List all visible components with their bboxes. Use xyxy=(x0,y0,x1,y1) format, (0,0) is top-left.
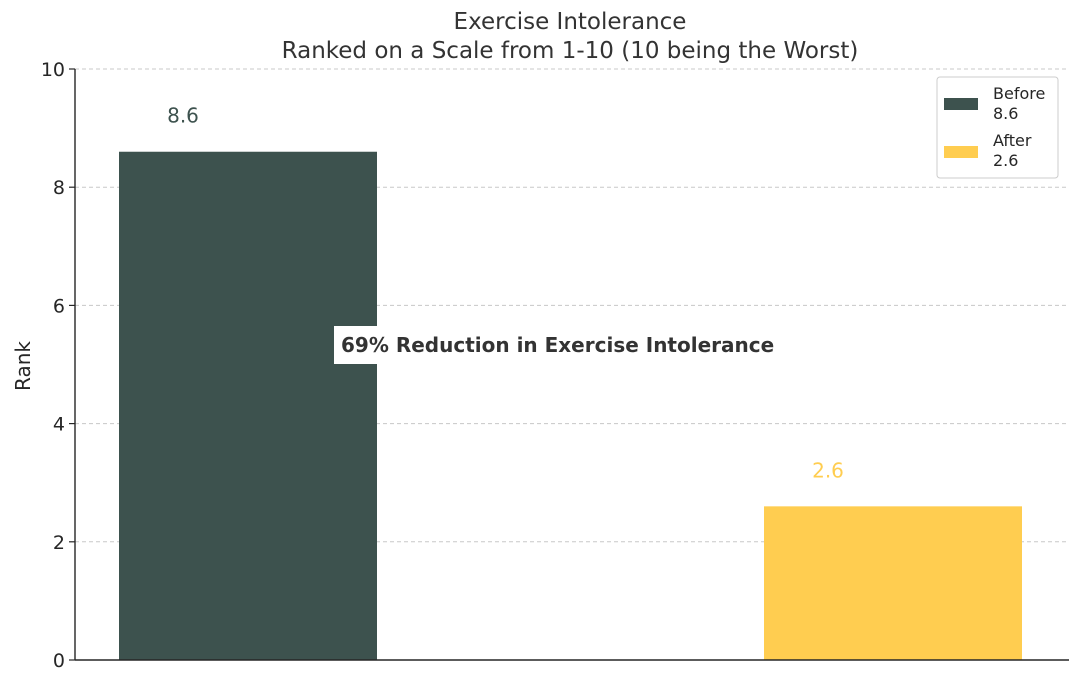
bars xyxy=(119,151,1022,661)
y-tick-label: 8 xyxy=(53,177,65,199)
chart-title: Exercise Intolerance xyxy=(454,9,687,35)
y-tick-label: 10 xyxy=(41,59,65,81)
y-tick-label: 6 xyxy=(53,295,65,317)
y-tick-label: 4 xyxy=(53,414,65,436)
legend-label-after: After xyxy=(993,131,1032,150)
y-tick-label: 2 xyxy=(53,532,65,554)
legend-swatch-after xyxy=(944,146,978,158)
data-labels: 8.6 2.6 xyxy=(167,104,844,483)
chart-subtitle: Ranked on a Scale from 1-10 (10 being th… xyxy=(282,38,859,64)
legend-swatch-before xyxy=(944,98,978,110)
data-label-after: 2.6 xyxy=(812,458,844,482)
reduction-annotation: 69% Reduction in Exercise Intolerance xyxy=(334,326,804,364)
legend-value-before: 8.6 xyxy=(993,104,1018,123)
data-label-before: 8.6 xyxy=(167,104,199,128)
legend-value-after: 2.6 xyxy=(993,151,1018,170)
y-axis-ticks: 0 2 4 6 8 10 xyxy=(41,59,75,672)
bar-before xyxy=(119,151,377,661)
legend-label-before: Before xyxy=(993,84,1045,103)
bar-after xyxy=(764,506,1022,660)
y-tick-label: 0 xyxy=(53,650,65,672)
y-axis-label: Rank xyxy=(11,341,35,391)
legend: Before 8.6 After 2.6 xyxy=(936,76,1059,179)
annotation-background xyxy=(334,326,804,364)
annotation-text: 69% Reduction in Exercise Intolerance xyxy=(341,333,774,357)
